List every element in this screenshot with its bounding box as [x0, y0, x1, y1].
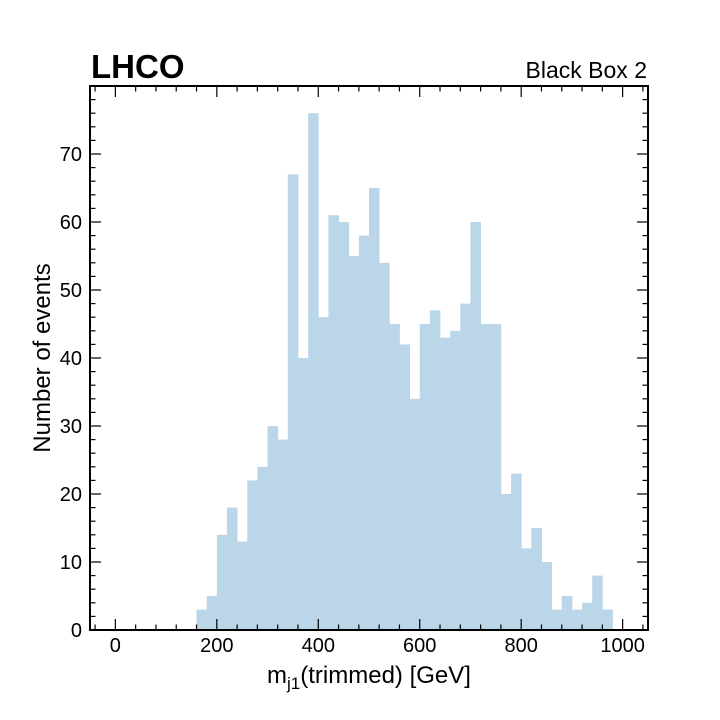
histogram-bar [287, 174, 299, 630]
histogram-bar [409, 398, 421, 630]
experiment-label: LHCO [91, 48, 185, 85]
histogram-bar [267, 426, 279, 630]
histogram-bar [369, 188, 380, 630]
histogram-bar [328, 215, 339, 630]
x-tick-label: 1000 [600, 635, 645, 657]
histogram-bar [500, 494, 512, 630]
histogram-bar [196, 609, 208, 630]
histogram-bar [247, 480, 258, 630]
histogram-bars [196, 113, 613, 630]
histogram-bar [399, 344, 410, 630]
y-tick-label: 30 [60, 416, 82, 438]
histogram-bar [490, 324, 502, 630]
histogram-bar [297, 358, 309, 630]
histogram-bar [480, 324, 492, 630]
histogram-bar [389, 324, 400, 630]
histogram-bar [257, 466, 268, 630]
histogram-bar [338, 222, 350, 630]
histogram-bar [592, 575, 603, 630]
histogram-bar [602, 609, 613, 630]
x-axis-label-suffix: (trimmed) [GeV] [300, 662, 471, 689]
x-axis-label-subscript: j1 [286, 674, 300, 693]
x-tick-label: 800 [504, 635, 537, 657]
histogram-bar [561, 596, 573, 630]
x-axis-label: mj1(trimmed) [GeV] [267, 662, 471, 693]
y-tick-label: 10 [60, 552, 82, 574]
x-tick-label: 400 [302, 635, 335, 657]
histogram-bar [551, 609, 563, 630]
histogram-bar [308, 113, 319, 630]
x-tick-label: 600 [403, 635, 436, 657]
histogram-bar [318, 317, 329, 630]
histogram-bar [379, 262, 390, 630]
histogram-bar [582, 602, 593, 630]
histogram-bar [348, 256, 360, 630]
axis-ticks [90, 85, 648, 631]
histogram-bar [460, 303, 471, 630]
histogram-bar [206, 596, 218, 630]
y-tick-label: 40 [60, 348, 82, 370]
x-tick-label: 0 [110, 635, 121, 657]
histogram-bar [237, 541, 248, 630]
y-tick-label: 50 [60, 280, 82, 302]
histogram-bar [531, 528, 542, 630]
y-tick-label: 20 [60, 484, 82, 506]
histogram-bar [571, 609, 583, 630]
histogram-bar [358, 235, 370, 630]
y-tick-label: 70 [60, 144, 82, 166]
histogram-bar [470, 222, 481, 630]
histogram-bar [419, 324, 431, 630]
histogram-bar [541, 562, 553, 630]
histogram-bar [216, 534, 228, 630]
corner-label: Black Box 2 [526, 57, 647, 83]
histogram-bar [511, 473, 522, 630]
histogram-bar [429, 310, 441, 630]
x-axis-label-main: m [267, 662, 287, 689]
y-tick-label: 0 [71, 620, 82, 642]
histogram-bar [450, 330, 461, 630]
axis-tick-labels: 0 200 400 600 800 1000 0 10 20 30 40 50 60 70 [60, 144, 645, 657]
y-axis-label: Number of events [29, 263, 56, 452]
x-tick-label: 200 [200, 635, 233, 657]
y-tick-label: 60 [60, 212, 82, 234]
histogram-bar [277, 439, 289, 630]
histogram-bar [440, 337, 451, 630]
histogram-bar [226, 507, 238, 630]
histogram-bar [521, 548, 532, 630]
